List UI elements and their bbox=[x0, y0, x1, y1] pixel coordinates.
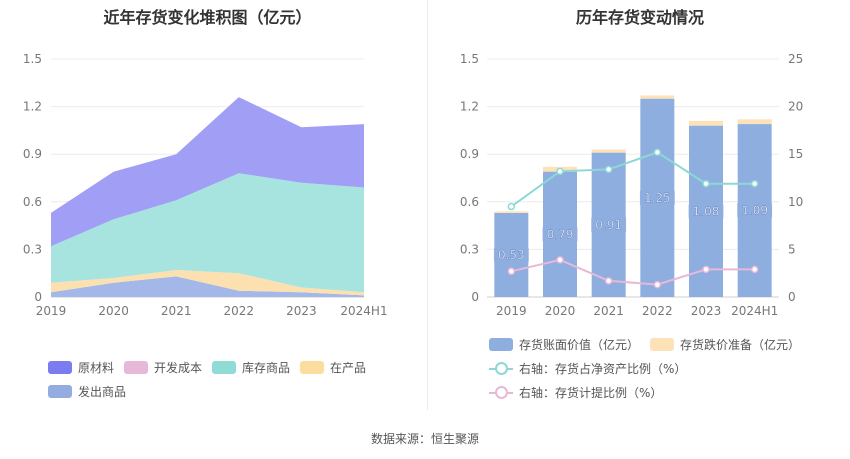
point-provision-ratio bbox=[556, 256, 564, 264]
legend-label: 发出商品 bbox=[78, 385, 127, 399]
data-source: 数据来源：恒生聚源 bbox=[370, 432, 479, 446]
point-provision-ratio bbox=[750, 265, 759, 274]
y-tick-label: 0.3 bbox=[23, 242, 42, 256]
bar-data-label-bg bbox=[591, 216, 627, 233]
point-net-asset-ratio bbox=[556, 167, 564, 176]
bar-data-label: 1.25 bbox=[644, 191, 671, 205]
legend-label: 在产品 bbox=[330, 361, 367, 375]
legend-item-finished-goods[interactable]: 库存商品 bbox=[212, 359, 290, 376]
legend-item-book-value[interactable]: 存货账面价值（亿元） bbox=[489, 336, 639, 353]
x-tick-label: 2019 bbox=[36, 304, 67, 318]
y2-tick-label: 20 bbox=[788, 100, 803, 114]
x-tick-label: 2024H1 bbox=[340, 304, 387, 318]
area-series-在产品 bbox=[51, 270, 364, 296]
point-net-asset-ratio bbox=[653, 148, 662, 157]
bar-data-label-bg bbox=[737, 202, 773, 219]
legend-swatch bbox=[212, 361, 236, 374]
legend-label: 右轴：存货占净资产比例（%） bbox=[519, 362, 687, 376]
right-chart-title: 历年存货变动情况 bbox=[575, 8, 704, 27]
legend-line-swatch bbox=[489, 362, 513, 375]
y2-tick-label: 25 bbox=[788, 52, 803, 66]
y-tick-label: 1.5 bbox=[460, 52, 479, 66]
bar-impairment bbox=[591, 149, 626, 153]
point-net-asset-ratio bbox=[750, 179, 759, 188]
legend-label: 库存商品 bbox=[242, 361, 291, 375]
point-net-asset-ratio bbox=[507, 202, 516, 211]
legend-item-raw-materials[interactable]: 原材料 bbox=[48, 359, 114, 376]
legend-item-development-cost[interactable]: 开发成本 bbox=[124, 359, 202, 376]
bar-data-label: 1.09 bbox=[741, 204, 768, 218]
legend-item-provision-ratio[interactable]: 右轴：存货计提比例（%） bbox=[489, 384, 662, 401]
x-tick-label: 2020 bbox=[98, 304, 129, 318]
point-provision-ratio bbox=[604, 277, 613, 285]
x-tick-label: 2021 bbox=[593, 304, 624, 318]
y2-tick-label: 10 bbox=[788, 195, 803, 209]
x-tick-label: 2024H1 bbox=[731, 304, 778, 318]
legend-swatch bbox=[489, 338, 513, 351]
line-provision-ratio bbox=[511, 258, 755, 286]
x-tick-label: 2023 bbox=[691, 304, 722, 318]
y-tick-label: 0 bbox=[34, 290, 42, 304]
y-tick-label: 0.3 bbox=[460, 242, 479, 256]
legend-label: 存货跌价准备（亿元） bbox=[680, 338, 801, 352]
legend-label: 原材料 bbox=[78, 361, 115, 375]
legend-label: 开发成本 bbox=[154, 361, 203, 375]
legend-swatch bbox=[48, 361, 72, 374]
x-tick-label: 2021 bbox=[161, 304, 192, 318]
line-net-asset-ratio bbox=[510, 151, 755, 208]
bar-data-label-bg bbox=[688, 203, 724, 220]
bar-data-label-bg bbox=[639, 189, 675, 206]
x-tick-label: 2020 bbox=[545, 304, 576, 318]
legend-swatch bbox=[124, 361, 148, 374]
point-net-asset-ratio bbox=[702, 179, 710, 188]
point-provision-ratio bbox=[507, 267, 516, 276]
y-tick-label: 1.5 bbox=[23, 52, 42, 66]
y2-tick-label: 5 bbox=[788, 242, 796, 256]
y-tick-label: 0 bbox=[471, 290, 479, 304]
y-tick-label: 1.2 bbox=[460, 100, 479, 114]
inventory-bar-line-chart: 0 0.3 0.6 0.9 1.2 1.5 0 5 10 15 20 25 2019 2020 2021 20… bbox=[460, 52, 803, 318]
area-series-原材料 bbox=[51, 97, 364, 247]
point-net-asset-ratio bbox=[604, 165, 613, 174]
y2-tick-label: 15 bbox=[788, 147, 803, 161]
bar-data-label: 1.08 bbox=[693, 204, 720, 218]
bar-impairment bbox=[494, 211, 529, 213]
x-tick-label: 2022 bbox=[224, 304, 255, 318]
x-tick-label: 2022 bbox=[642, 304, 673, 318]
panel-divider bbox=[427, 0, 428, 410]
legend-item-work-in-progress[interactable]: 在产品 bbox=[300, 359, 366, 376]
legend-line-swatch bbox=[489, 386, 513, 399]
bar-impairment bbox=[689, 120, 723, 126]
bar-data-label-bg bbox=[542, 226, 578, 243]
area-series-库存商品 bbox=[51, 173, 364, 293]
point-provision-ratio bbox=[702, 265, 710, 274]
bar-data-label: 0.79 bbox=[547, 227, 574, 241]
bar-data-label-bg bbox=[493, 246, 529, 263]
y-tick-label: 0.9 bbox=[23, 147, 42, 161]
legend-swatch bbox=[300, 361, 324, 374]
bar-impairment bbox=[640, 95, 675, 99]
legend-item-goods-shipped[interactable]: 发出商品 bbox=[48, 383, 126, 400]
area-series-发出商品 bbox=[51, 276, 364, 297]
left-chart-title: 近年存货变化堆积图（亿元） bbox=[103, 8, 312, 27]
legend-item-impairment[interactable]: 存货跌价准备（亿元） bbox=[650, 336, 800, 353]
x-tick-label: 2019 bbox=[496, 304, 527, 318]
legend-label: 存货账面价值（亿元） bbox=[519, 338, 640, 352]
bar-impairment bbox=[737, 119, 772, 125]
bar-data-label: 0.53 bbox=[498, 248, 525, 262]
y-tick-label: 0.6 bbox=[23, 195, 42, 209]
y-tick-label: 0.6 bbox=[460, 195, 479, 209]
x-tick-label: 2023 bbox=[286, 304, 317, 318]
legend-label: 右轴：存货计提比例（%） bbox=[519, 386, 663, 400]
y-tick-label: 1.2 bbox=[23, 100, 42, 114]
legend-swatch bbox=[650, 338, 674, 351]
legend-swatch bbox=[48, 385, 72, 398]
stacked-area-chart: 0 0.3 0.6 0.9 1.2 1.5 2019 2020 2021 2022 2023 2024… bbox=[23, 52, 388, 318]
y-tick-label: 0.9 bbox=[460, 147, 479, 161]
bar-data-label: 0.91 bbox=[595, 218, 622, 232]
point-provision-ratio bbox=[653, 280, 662, 289]
legend-item-net-asset-ratio[interactable]: 右轴：存货占净资产比例（%） bbox=[489, 360, 686, 377]
y2-tick-label: 0 bbox=[788, 290, 796, 304]
